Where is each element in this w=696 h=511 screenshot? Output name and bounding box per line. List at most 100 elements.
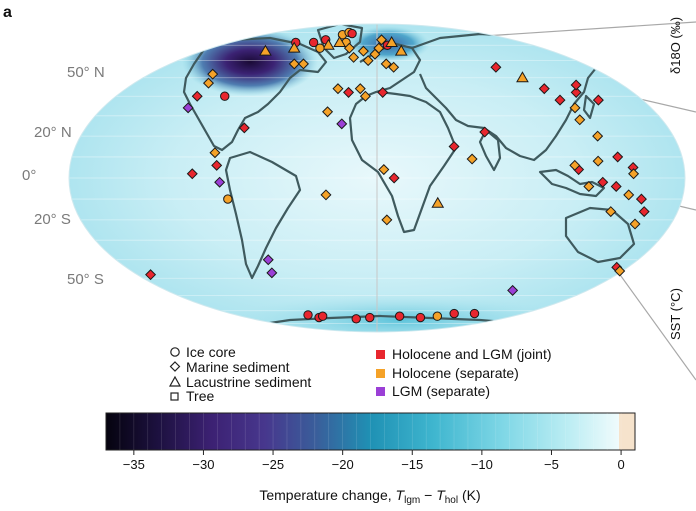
legend-label-lacustrine-sediment: Lacustrine sediment	[186, 374, 311, 390]
site-marker-diamond-holocene	[592, 130, 604, 142]
site-marker-diamond-joint	[597, 176, 609, 188]
legend-item-ice-core: Ice core	[170, 344, 236, 360]
site-marker-diamond-holocene	[378, 164, 390, 176]
legend-item-lgm: LGM (separate)	[376, 383, 490, 399]
site-marker-diamond-holocene	[320, 189, 332, 201]
site-marker-diamond-holocene	[209, 147, 221, 159]
site-marker-diamond-lgm	[507, 284, 519, 296]
site-marker-diamond-holocene	[332, 83, 344, 95]
site-marker-circle-joint	[415, 312, 426, 323]
site-marker-circle-joint	[220, 91, 230, 101]
side-label-sst: SST (°C)	[668, 288, 683, 340]
site-marker-diamond-joint	[490, 61, 502, 73]
coastline-south-america	[224, 150, 302, 280]
latitude-label-50s: 50° S	[67, 271, 104, 288]
latitude-label-20s: 20° S	[34, 211, 71, 228]
site-marker-diamond-joint	[538, 83, 550, 95]
site-marker-circle-joint	[449, 308, 459, 319]
legend-label-marine-sediment: Marine sediment	[186, 359, 290, 375]
site-marker-diamond-joint	[186, 168, 198, 180]
site-marker-circle-joint	[394, 311, 405, 321]
site-marker-diamond-joint	[343, 86, 355, 98]
colorbar-tick-label: −35	[123, 457, 145, 472]
site-marker-diamond-joint	[388, 172, 400, 184]
site-marker-diamond-holocene	[614, 265, 626, 277]
coastline-japan	[582, 94, 596, 120]
coastline-india	[478, 128, 502, 172]
site-marker-diamond-joint	[610, 180, 622, 192]
coastline-australia	[564, 206, 636, 264]
site-marker-diamond-holocene	[207, 68, 219, 80]
site-marker-circle-joint	[469, 308, 480, 319]
coastline-new-zealand	[636, 260, 652, 280]
site-marker-diamond-holocene	[466, 153, 478, 165]
site-marker-diamond-holocene	[348, 51, 360, 63]
legend-item-marine-sediment: Marine sediment	[169, 359, 290, 375]
circle-marker-icon	[170, 347, 180, 357]
site-marker-diamond-holocene	[357, 45, 369, 57]
site-marker-diamond-lgm	[266, 267, 278, 279]
site-marker-diamond-joint	[570, 79, 582, 91]
site-marker-circle-holocene	[223, 194, 233, 204]
site-marker-diamond-joint	[377, 86, 389, 98]
site-marker-diamond-joint	[448, 140, 460, 152]
side-panel-labels: δ18O (‰) SST (°C)	[668, 17, 683, 340]
colorbar-tick-label: −20	[332, 457, 354, 472]
site-marker-circle-joint	[351, 314, 361, 324]
site-marker-diamond-holocene	[605, 206, 617, 218]
site-marker-diamond-lgm	[262, 254, 274, 266]
side-label-d18o: δ18O (‰)	[668, 17, 683, 74]
colorbar-tick-label: −25	[262, 457, 284, 472]
site-marker-triangle-holocene	[259, 44, 272, 56]
site-marker-diamond-holocene	[388, 61, 400, 73]
square-marker-icon	[170, 392, 179, 401]
site-marker-diamond-joint	[570, 86, 582, 98]
site-marker-diamond-holocene	[381, 214, 393, 226]
coastline-north-america	[182, 36, 328, 152]
map-outline	[68, 23, 686, 333]
site-marker-diamond-holocene	[380, 58, 392, 70]
site-marker-diamond-holocene	[628, 168, 640, 180]
site-marker-diamond-holocene	[629, 218, 641, 230]
site-marker-circle-joint	[308, 37, 319, 48]
graticule	[69, 24, 685, 332]
site-marker-circle-holocene	[315, 43, 325, 53]
site-marker-diamond-holocene	[373, 42, 385, 54]
legend-label-joint: Holocene and LGM (joint)	[392, 346, 552, 362]
site-marker-diamond-holocene	[583, 180, 595, 192]
site-marker-triangle-holocene	[333, 35, 346, 47]
legend-item-holocene: Holocene (separate)	[376, 365, 519, 381]
latitude-label-20n: 20° N	[34, 124, 72, 141]
site-marker-diamond-lgm	[182, 102, 194, 114]
colorbar-tick-label: −30	[192, 457, 214, 472]
colorbar-ticks: −35 −30 −25 −20 −15 −10 −5 0	[123, 450, 625, 472]
site-marker-diamond-holocene	[288, 58, 300, 70]
colorbar-tick-label: 0	[617, 457, 624, 472]
colorbar-tick-label: −15	[401, 457, 423, 472]
triangle-marker-icon	[168, 375, 182, 387]
legend-item-lacustrine-sediment: Lacustrine sediment	[168, 374, 311, 390]
latitude-label-50n: 50° N	[67, 64, 105, 81]
site-marker-diamond-joint	[635, 193, 647, 205]
site-marker-diamond-holocene	[569, 102, 581, 114]
legend-label-lgm: LGM (separate)	[392, 383, 490, 399]
proxy-sites	[145, 27, 650, 324]
site-marker-circle-holocene	[432, 311, 443, 321]
site-marker-triangle-holocene	[394, 44, 408, 56]
site-marker-diamond-holocene	[359, 90, 371, 102]
site-marker-circle-joint	[317, 311, 328, 321]
legend-item-tree: Tree	[170, 388, 214, 404]
site-marker-triangle-holocene	[516, 71, 529, 83]
swatch-lgm	[376, 387, 385, 396]
site-marker-diamond-holocene	[569, 159, 581, 171]
site-marker-diamond-holocene	[574, 114, 586, 126]
swatch-holocene	[376, 369, 385, 378]
site-marker-diamond-joint	[638, 206, 650, 218]
site-marker-diamond-holocene	[362, 55, 374, 67]
site-marker-triangle-holocene	[431, 196, 445, 208]
site-marker-diamond-lgm	[336, 118, 348, 130]
legend-item-joint: Holocene and LGM (joint)	[376, 346, 552, 362]
site-marker-diamond-joint	[145, 269, 157, 281]
site-marker-diamond-holocene	[322, 106, 334, 118]
